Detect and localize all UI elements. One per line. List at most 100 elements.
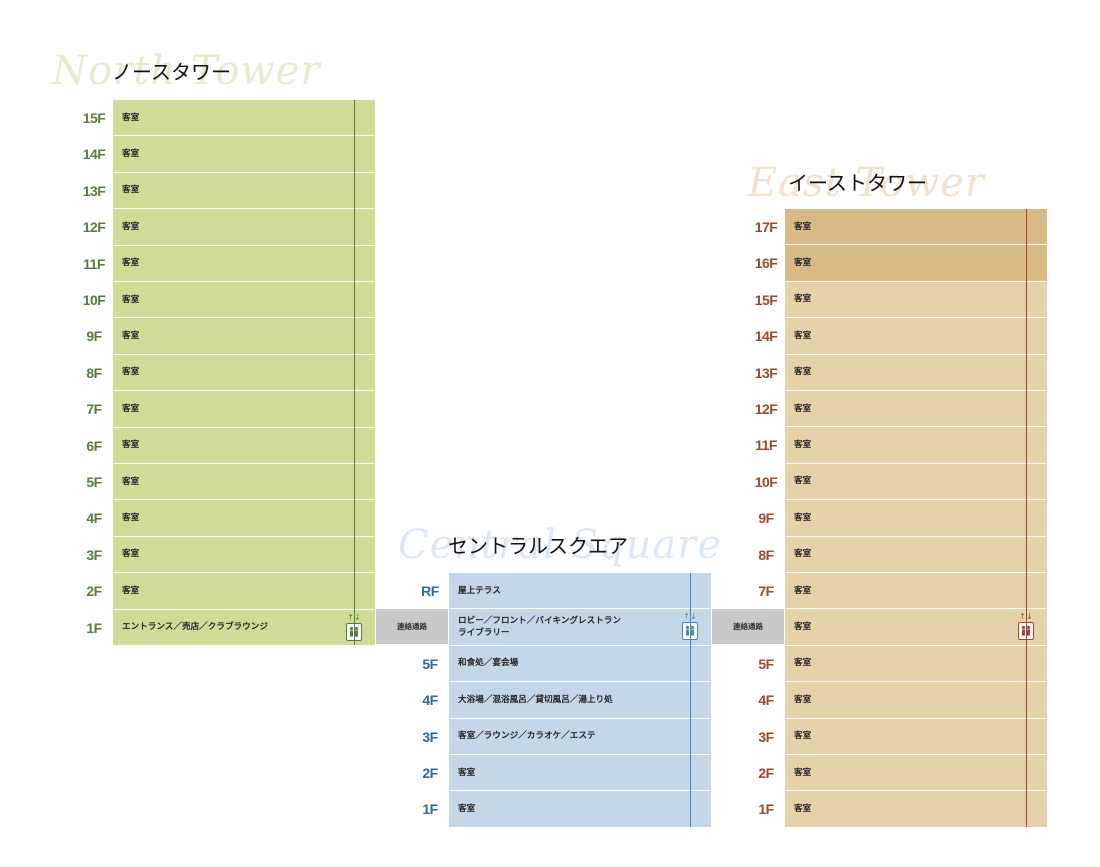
floor-label: 客室／ラウンジ／カラオケ／エステ — [458, 731, 596, 742]
floor-number: 3F — [422, 728, 438, 745]
floor-number: 9F — [758, 510, 774, 527]
floor-cell: 客室 — [113, 354, 375, 392]
floor-number: 3F — [86, 546, 102, 563]
floor-label: 客室 — [794, 512, 812, 523]
floor-label: 客室 — [794, 622, 812, 633]
floor-label: 客室 — [794, 585, 812, 596]
floor-label: 客室 — [122, 149, 140, 160]
floor-cell: 客室 — [113, 245, 375, 282]
floor-label: 客室 — [122, 513, 140, 524]
north-title: ノースタワー — [112, 60, 231, 84]
floor-cell: 客室 — [785, 536, 1047, 573]
floor-cell: 客室 — [113, 500, 375, 537]
floor-number: 1F — [86, 619, 102, 636]
floor-number: 8F — [758, 546, 774, 563]
floor-cell: 客室 — [113, 100, 375, 137]
floor-label: 客室 — [794, 367, 812, 378]
floor-label: 客室 — [122, 585, 140, 596]
floor-number: 1F — [758, 801, 774, 818]
floor-cell: 客室 — [449, 791, 711, 828]
floor-cell: 客室 — [785, 391, 1047, 428]
floor-label: 客室 — [794, 804, 812, 815]
elevator-shaft-line — [354, 100, 355, 645]
floor-label: 客室 — [122, 440, 140, 451]
floor-cell: 客室 — [785, 755, 1047, 792]
floor-label: 屋上テラス — [458, 585, 501, 596]
floor-number: 11F — [755, 437, 777, 454]
east-script-title: East Tower — [748, 160, 986, 206]
floor-cell: 客室 — [785, 281, 1047, 319]
floor-label: 客室 — [794, 258, 812, 269]
floor-label: 客室 — [122, 331, 140, 342]
floor-label: 客室 — [458, 767, 476, 778]
floor-number: 10F — [754, 473, 778, 490]
floor-number: 12F — [754, 401, 778, 417]
floor-cell: 客室 — [449, 755, 711, 792]
floor-number: 4F — [86, 510, 102, 527]
floor-number: 1F — [422, 801, 438, 818]
floor-number: 5F — [86, 474, 102, 490]
floor-cell: 屋上テラス — [449, 573, 711, 610]
floor-number: 16F — [754, 255, 778, 272]
floor-number: 11F — [83, 255, 105, 272]
floor-label: 大浴場／混浴風呂／貸切風呂／湯上り処 — [458, 694, 613, 705]
floor-label: 客室 — [122, 403, 140, 414]
connector-north-central: 連絡通路 — [376, 609, 448, 644]
floor-cell: ロビー／フロント／バイキングレストラン ライブラリー — [449, 609, 711, 646]
floor-number: 2F — [86, 583, 102, 600]
floor-cell: 大浴場／混浴風呂／貸切風呂／湯上り処 — [449, 682, 711, 719]
floor-label: 客室 — [122, 549, 140, 560]
floor-number: 15F — [82, 110, 106, 126]
floor-number: RF — [421, 583, 439, 599]
floor-label: 客室 — [122, 221, 140, 232]
floor-number: 14F — [754, 328, 778, 345]
floor-label: 和食処／宴会場 — [458, 658, 519, 669]
floor-cell: 客室 — [113, 209, 375, 246]
floor-cell: 客室 — [113, 391, 375, 428]
floor-cell: 客室 — [113, 427, 375, 464]
floor-number: 5F — [758, 655, 774, 672]
floor-label: 客室 — [458, 804, 476, 815]
floor-label: 客室 — [794, 440, 812, 451]
floor-number: 4F — [422, 692, 438, 709]
floor-cell: 客室 — [785, 245, 1047, 282]
floor-number: 12F — [82, 219, 106, 236]
floor-number: 6F — [86, 437, 102, 454]
floor-label: 客室 — [794, 221, 812, 232]
floor-cell: 客室 — [785, 718, 1047, 755]
floor-number: 17F — [754, 219, 778, 235]
floor-label: 客室 — [794, 549, 812, 560]
floor-label: エントランス／売店／クラブラウンジ — [122, 622, 268, 633]
floor-cell: 客室 — [785, 209, 1047, 246]
floor-label: 客室 — [794, 403, 812, 414]
floor-number: 3F — [758, 728, 774, 745]
floor-cell: 和食処／宴会場 — [449, 645, 711, 683]
floor-cell: 客室／ラウンジ／カラオケ／エステ — [449, 718, 711, 755]
floor-cell: 客室 — [785, 354, 1047, 391]
floor-cell: 客室 — [113, 318, 375, 355]
floor-number: 10F — [82, 292, 106, 308]
floor-number: 15F — [754, 291, 778, 308]
floor-cell: 客室 — [785, 645, 1047, 683]
elevator-shaft-line — [1026, 209, 1027, 827]
elevator-shaft-line — [690, 573, 691, 827]
central-script-title: Central Square — [398, 522, 722, 568]
floor-label: 客室 — [122, 258, 140, 269]
floor-label: 客室 — [794, 330, 812, 341]
floor-number: 14F — [82, 146, 106, 163]
floor-label: 客室 — [794, 767, 812, 778]
floor-label: ロビー／フロント／バイキングレストラン ライブラリー — [458, 616, 622, 639]
floor-number: 9F — [86, 328, 102, 345]
floor-label: 客室 — [122, 476, 140, 487]
floor-number: 8F — [86, 364, 102, 381]
floor-cell: 客室 — [113, 282, 375, 319]
floor-number: 5F — [422, 655, 438, 672]
central-title: セントラルスクエア — [448, 534, 628, 558]
floor-number: 7F — [86, 401, 102, 418]
floor-label: 客室 — [122, 185, 140, 196]
floor-cell: 客室 — [785, 427, 1047, 464]
floor-number: 13F — [82, 182, 106, 199]
floor-cell: 客室 — [785, 318, 1047, 355]
floor-label: 客室 — [794, 658, 812, 669]
floor-cell: 客室 — [113, 536, 375, 574]
